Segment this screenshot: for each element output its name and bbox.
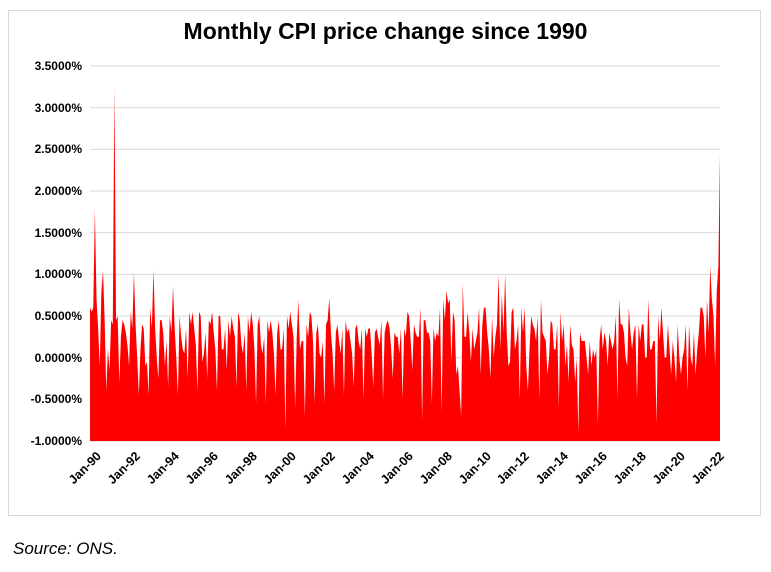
y-axis-tick-label: 2.0000% bbox=[34, 184, 82, 198]
y-axis-tick-label: 3.0000% bbox=[34, 100, 82, 115]
chart-title: Monthly CPI price change since 1990 bbox=[183, 18, 588, 44]
source-note: Source: ONS. bbox=[13, 539, 118, 558]
y-axis-tick-label: 3.5000% bbox=[34, 59, 82, 73]
y-axis-tick-label: 0.5000% bbox=[34, 309, 82, 323]
y-axis-tick-label: 1.0000% bbox=[34, 267, 82, 282]
plot-area bbox=[90, 65, 720, 442]
x-axis-tick-label: Jan-22 bbox=[689, 449, 728, 487]
y-axis-tick-label: 0.0000% bbox=[34, 350, 82, 365]
y-axis-tick-label: -1.0000% bbox=[30, 434, 82, 448]
cpi-area-series bbox=[90, 86, 720, 441]
y-axis-tick-label: 1.5000% bbox=[34, 225, 82, 240]
y-axis-tick-label: -0.5000% bbox=[30, 392, 82, 407]
y-axis-tick-label: 2.5000% bbox=[34, 142, 82, 157]
